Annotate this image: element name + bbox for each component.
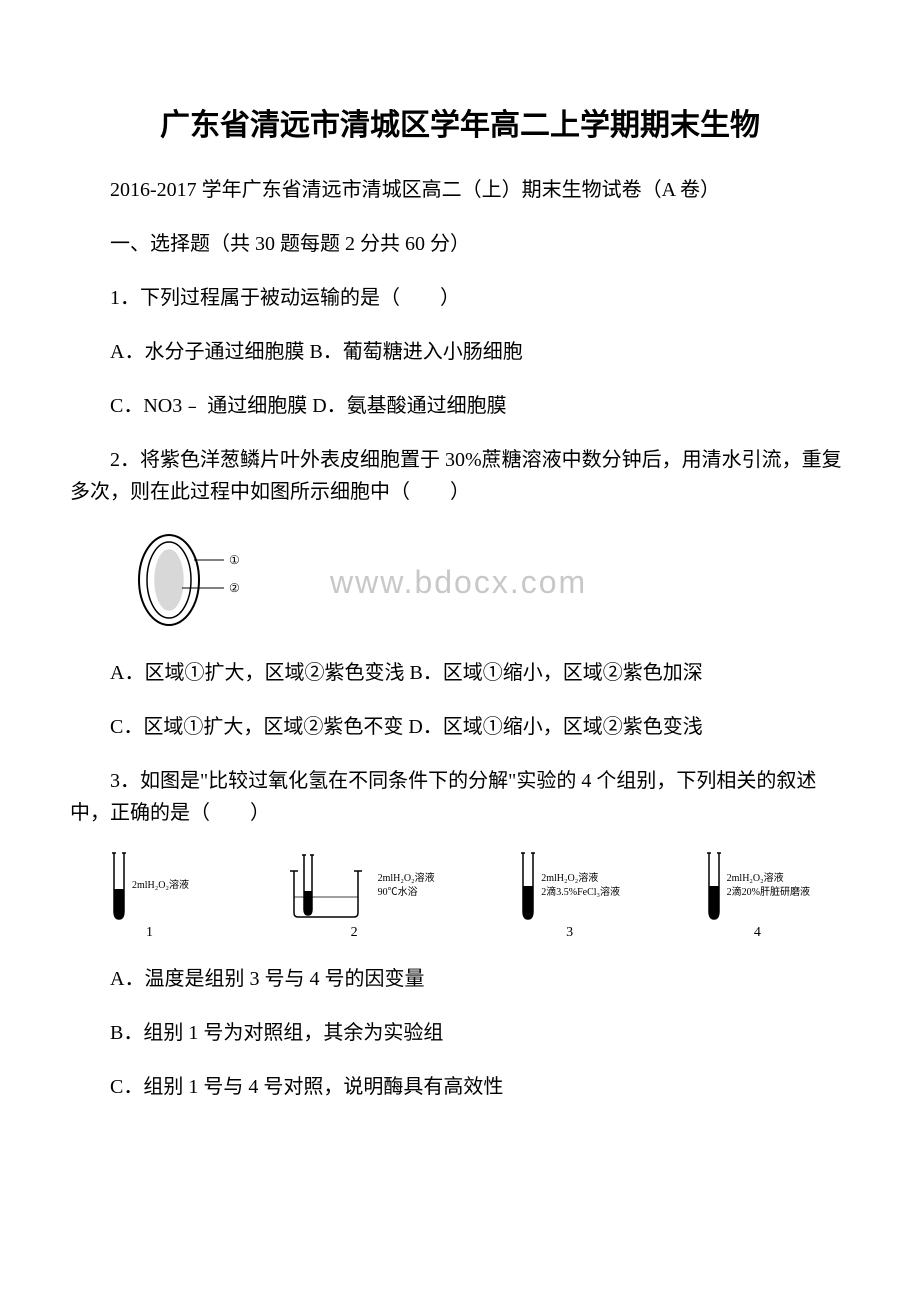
tube-3-labels: 2mlH₂O₂溶液 2滴3.5%FeCl₃溶液 bbox=[541, 872, 620, 900]
page-title: 广东省清远市清城区学年高二上学期期末生物 bbox=[70, 100, 850, 144]
tube-1-number: 1 bbox=[146, 925, 153, 941]
q3-tubes-diagram: 2mlH₂O₂溶液 1 2mlH₂O₂溶液 90℃水浴 2 bbox=[70, 851, 850, 941]
cell-diagram-icon: ① ② bbox=[102, 530, 264, 635]
q3-option-b: B．组别 1 号为对照组，其余为实验组 bbox=[70, 1017, 850, 1049]
test-tube-icon bbox=[705, 851, 723, 921]
test-tube-icon bbox=[519, 851, 537, 921]
tube-3-number: 3 bbox=[566, 925, 573, 941]
cell-label-2: ② bbox=[229, 581, 240, 595]
intro-text: 2016-2017 学年广东省清远市清城区高二（上）期末生物试卷（A 卷） bbox=[70, 174, 850, 206]
tube-4-number: 4 bbox=[754, 925, 761, 941]
q1-options-cd: C．NO3﹣ 通过细胞膜 D．氨基酸通过细胞膜 bbox=[70, 390, 850, 422]
tube-2-number: 2 bbox=[351, 925, 358, 941]
q2-diagram-container: ① ② www.bdocx.com bbox=[70, 530, 850, 635]
tube-4: 2mlH₂O₂溶液 2滴20%肝脏研磨液 4 bbox=[705, 851, 810, 941]
tube-2: 2mlH₂O₂溶液 90℃水浴 2 bbox=[274, 851, 435, 941]
test-tube-icon bbox=[110, 851, 128, 921]
q3-option-c: C．组别 1 号与 4 号对照，说明酶具有高效性 bbox=[70, 1071, 850, 1103]
tube-1: 2mlH₂O₂溶液 1 bbox=[110, 851, 189, 941]
tube-2-labels: 2mlH₂O₂溶液 90℃水浴 bbox=[378, 872, 435, 900]
tube-4-labels: 2mlH₂O₂溶液 2滴20%肝脏研磨液 bbox=[727, 872, 810, 900]
tube-3: 2mlH₂O₂溶液 2滴3.5%FeCl₃溶液 3 bbox=[519, 851, 620, 941]
beaker-tube-icon bbox=[274, 851, 374, 921]
q3-option-a: A．温度是组别 3 号与 4 号的因变量 bbox=[70, 963, 850, 995]
tube-1-labels: 2mlH₂O₂溶液 bbox=[132, 879, 189, 893]
q2-options-ab: A．区域①扩大，区域②紫色变浅 B．区域①缩小，区域②紫色加深 bbox=[70, 657, 850, 689]
cell-label-1: ① bbox=[229, 553, 240, 567]
watermark-text: www.bdocx.com bbox=[298, 564, 587, 601]
q2-text: 2．将紫色洋葱鳞片叶外表皮细胞置于 30%蔗糖溶液中数分钟后，用清水引流，重复多… bbox=[70, 444, 850, 508]
section-header: 一、选择题（共 30 题每题 2 分共 60 分） bbox=[70, 228, 850, 260]
q3-text: 3．如图是"比较过氧化氢在不同条件下的分解"实验的 4 个组别，下列相关的叙述中… bbox=[70, 765, 850, 829]
q1-text: 1．下列过程属于被动运输的是（ ） bbox=[70, 282, 850, 314]
q1-options-ab: A．水分子通过细胞膜 B．葡萄糖进入小肠细胞 bbox=[70, 336, 850, 368]
q2-options-cd: C．区域①扩大，区域②紫色不变 D．区域①缩小，区域②紫色变浅 bbox=[70, 711, 850, 743]
